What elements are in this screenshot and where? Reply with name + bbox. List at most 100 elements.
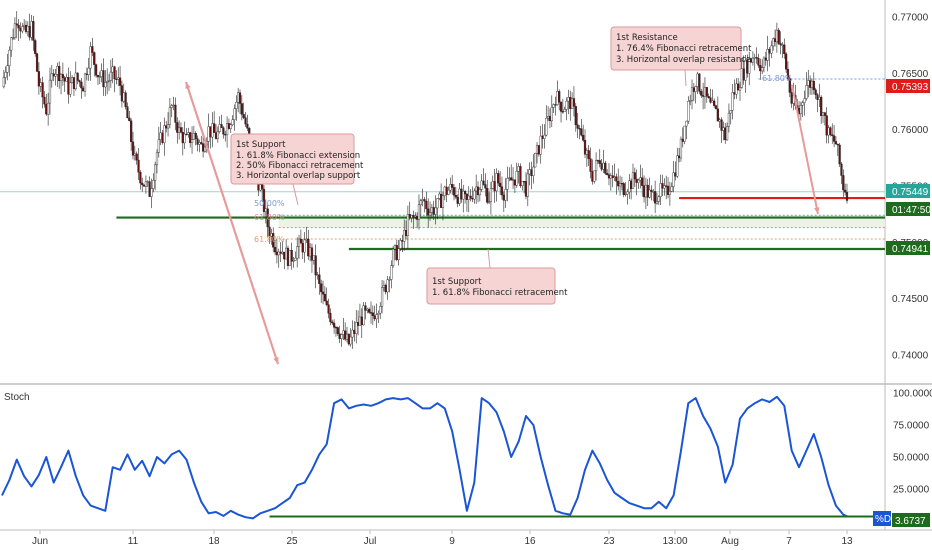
candle-body	[200, 142, 203, 144]
price-pane[interactable]	[0, 0, 885, 382]
candle-body	[139, 172, 142, 184]
candle-body	[126, 106, 129, 119]
candle-body	[690, 87, 694, 101]
candle-body	[827, 127, 830, 136]
candle-body	[556, 91, 559, 105]
candle-body	[622, 183, 625, 195]
candle-body	[109, 71, 112, 81]
candle-body	[412, 215, 415, 218]
candle-body	[59, 74, 63, 82]
candle-body	[467, 195, 470, 200]
countdown-text: 01:47:50	[892, 205, 931, 216]
candle-body	[264, 208, 267, 212]
candle-body	[674, 172, 677, 177]
candle-body	[451, 184, 454, 188]
candle-body	[392, 248, 395, 266]
candle-body	[135, 153, 138, 161]
candle-body	[545, 117, 548, 136]
candle-body	[491, 181, 494, 189]
candle-body	[725, 126, 729, 141]
support-note-lower[interactable]: 1st Support 1. 61.8% Fibonacci retraceme…	[426, 267, 568, 305]
candle-body	[469, 195, 472, 199]
candle-body	[436, 198, 439, 209]
candle-body	[698, 73, 701, 92]
time-tick-label: Jun	[32, 536, 48, 547]
candle-body	[772, 38, 775, 47]
candle-body	[347, 333, 350, 345]
candle-body	[240, 103, 243, 115]
down-arrow-june-top	[185, 81, 279, 365]
fib-618-label-b: 61.80%	[254, 235, 285, 244]
candle-body	[510, 177, 513, 181]
support-note-left[interactable]: 1st Support 1. 61.8% Fibonacci extension…	[230, 133, 364, 185]
candle-body	[142, 184, 146, 187]
down-arrow-june-top-head	[185, 82, 191, 89]
candle-body	[534, 153, 537, 168]
candle-body	[471, 198, 474, 200]
candle-body	[166, 124, 170, 129]
candle-body	[377, 313, 380, 315]
candle-body	[6, 65, 9, 73]
candle-body	[380, 287, 384, 307]
candle-body	[550, 107, 553, 122]
candle-body	[275, 251, 279, 256]
candle-body	[812, 80, 815, 90]
candle-body	[128, 117, 131, 122]
candle-body	[144, 181, 148, 187]
candle-body	[430, 207, 433, 213]
candle-body	[801, 102, 804, 106]
candle-body	[679, 138, 683, 159]
candle-body	[286, 247, 290, 266]
candle-body	[353, 329, 356, 334]
candle-body	[120, 85, 124, 102]
candle-body	[761, 67, 764, 72]
price-tick-label: 0.74000	[892, 351, 929, 362]
candle-body	[462, 191, 465, 200]
candle-body	[403, 230, 406, 242]
candle-body	[360, 316, 363, 326]
candle-body	[618, 183, 622, 187]
candle-body	[292, 260, 295, 262]
candle-body	[816, 94, 819, 100]
candle-body	[814, 89, 817, 95]
candle-body	[716, 108, 719, 122]
candle-body	[369, 312, 373, 314]
stoch-pane[interactable]	[0, 386, 885, 530]
candle-body	[419, 200, 422, 205]
candle-body	[168, 107, 171, 125]
candle-body	[535, 145, 539, 154]
candle-body	[87, 67, 90, 75]
candle-body	[155, 152, 159, 166]
candle-body	[117, 77, 120, 80]
candle-body	[650, 189, 653, 192]
candle-body	[130, 120, 133, 143]
candle-body	[21, 26, 24, 32]
candle-body	[373, 315, 376, 320]
candle-body	[152, 180, 155, 189]
candle-body	[829, 127, 832, 135]
candle-body	[50, 73, 53, 81]
candle-body	[327, 304, 330, 314]
resistance-note[interactable]: 1st Resistance 1. 76.4% Fibonacci retrac…	[610, 26, 752, 71]
candle-body	[283, 251, 286, 260]
candle-body	[751, 57, 755, 63]
candle-body	[183, 133, 186, 144]
candle-body	[17, 24, 20, 29]
candle-body	[678, 155, 681, 159]
candle-body	[668, 191, 671, 195]
candle-body	[58, 66, 61, 82]
candle-body	[131, 141, 135, 156]
candle-body	[521, 181, 524, 187]
resistance-note-line2: 3. Horizontal overlap resistance	[616, 55, 751, 65]
candle-body	[159, 132, 162, 140]
candle-body	[604, 162, 607, 174]
candle-body	[831, 134, 834, 136]
candle-body	[596, 160, 600, 162]
candle-body	[607, 174, 611, 179]
candle-body	[810, 80, 814, 88]
candle-body	[434, 207, 437, 215]
candle-body	[539, 135, 542, 155]
candle-body	[351, 329, 354, 338]
candle-body	[683, 125, 686, 142]
candle-body	[838, 144, 841, 165]
